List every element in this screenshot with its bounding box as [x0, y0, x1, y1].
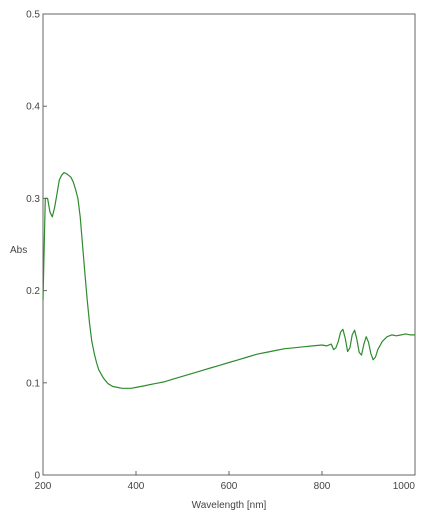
absorbance-series-line — [42, 172, 415, 389]
y-axis-label: Abs — [10, 245, 27, 256]
x-tick-label: 1000 — [393, 481, 416, 492]
x-axis-label: Wavelength [nm] — [192, 500, 267, 511]
y-tick-label: 0 — [34, 471, 40, 482]
x-axis-ticks: 200 400 600 800 1000 — [35, 471, 416, 492]
y-tick-label: 0.3 — [26, 194, 40, 205]
x-tick-label: 600 — [221, 481, 238, 492]
y-tick-label: 0.1 — [26, 378, 40, 389]
y-tick-label: 0.4 — [26, 102, 40, 113]
x-tick-label: 200 — [35, 481, 52, 492]
y-tick-label: 0.2 — [26, 286, 40, 297]
y-tick-label: 0.5 — [26, 10, 40, 21]
x-tick-label: 400 — [128, 481, 145, 492]
plot-frame — [42, 13, 416, 476]
x-tick-label: 800 — [314, 481, 331, 492]
